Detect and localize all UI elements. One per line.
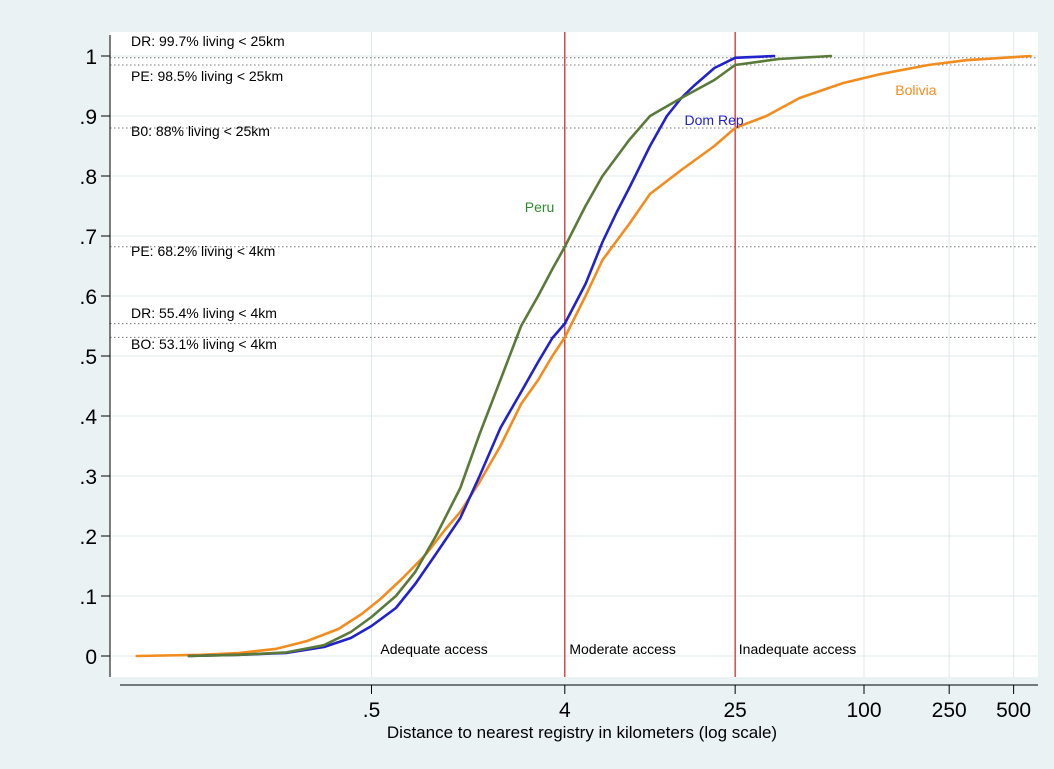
x-tick-label: 500 [996,699,1031,722]
series-label: Bolivia [895,82,936,98]
y-tick-label: 0 [85,646,97,669]
reference-label: BO: 53.1% living < 4km [131,336,277,352]
y-tick-label: .2 [79,526,97,549]
reference-label: B0: 88% living < 25km [131,123,270,139]
reference-lines [110,57,1038,338]
series-lines [135,54,1032,658]
x-tick-label: 100 [846,699,881,722]
x-tick-label: 250 [932,699,967,722]
x-axis-title: Distance to nearest registry in kilomete… [387,723,777,742]
reference-label: DR: 99.7% living < 25km [131,33,285,49]
x-tick-label: 25 [723,699,746,722]
gridlines [110,32,1038,677]
y-tick-label: 1 [85,46,97,69]
x-tick-label: .5 [363,699,381,722]
plot-area [110,32,1038,677]
y-tick-label: .7 [79,226,97,249]
y-tick-label: .5 [79,346,97,369]
reference-label: PE: 98.5% living < 25km [131,68,283,84]
zone-label: Inadequate access [739,641,857,657]
series-line-dom-rep [187,54,776,658]
x-tick-label: 4 [559,699,571,722]
y-tick-label: .8 [79,166,97,189]
threshold-lines [564,32,736,677]
axes: 0 .1 .2 .3 .4 .5 .6 .7 .8 .9 1 .5 4 25 100 250 500 [79,35,1038,722]
reference-label: DR: 55.4% living < 4km [131,305,277,321]
y-tick-label: .4 [79,406,97,429]
y-tick-label: .1 [79,586,97,609]
zone-label: Adequate access [380,641,487,657]
series-label: Dom Rep [685,112,744,128]
zone-label: Moderate access [569,641,676,657]
series-line-bolivia [135,54,1032,658]
y-tick-label: .3 [79,466,97,489]
y-tick-label: .6 [79,286,97,309]
y-tick-label: .9 [79,106,97,129]
series-label: Peru [525,199,555,215]
annotations: DR: 99.7% living < 25km PE: 98.5% living … [131,33,937,657]
reference-label: PE: 68.2% living < 4km [131,243,275,259]
series-line-peru [187,54,833,658]
